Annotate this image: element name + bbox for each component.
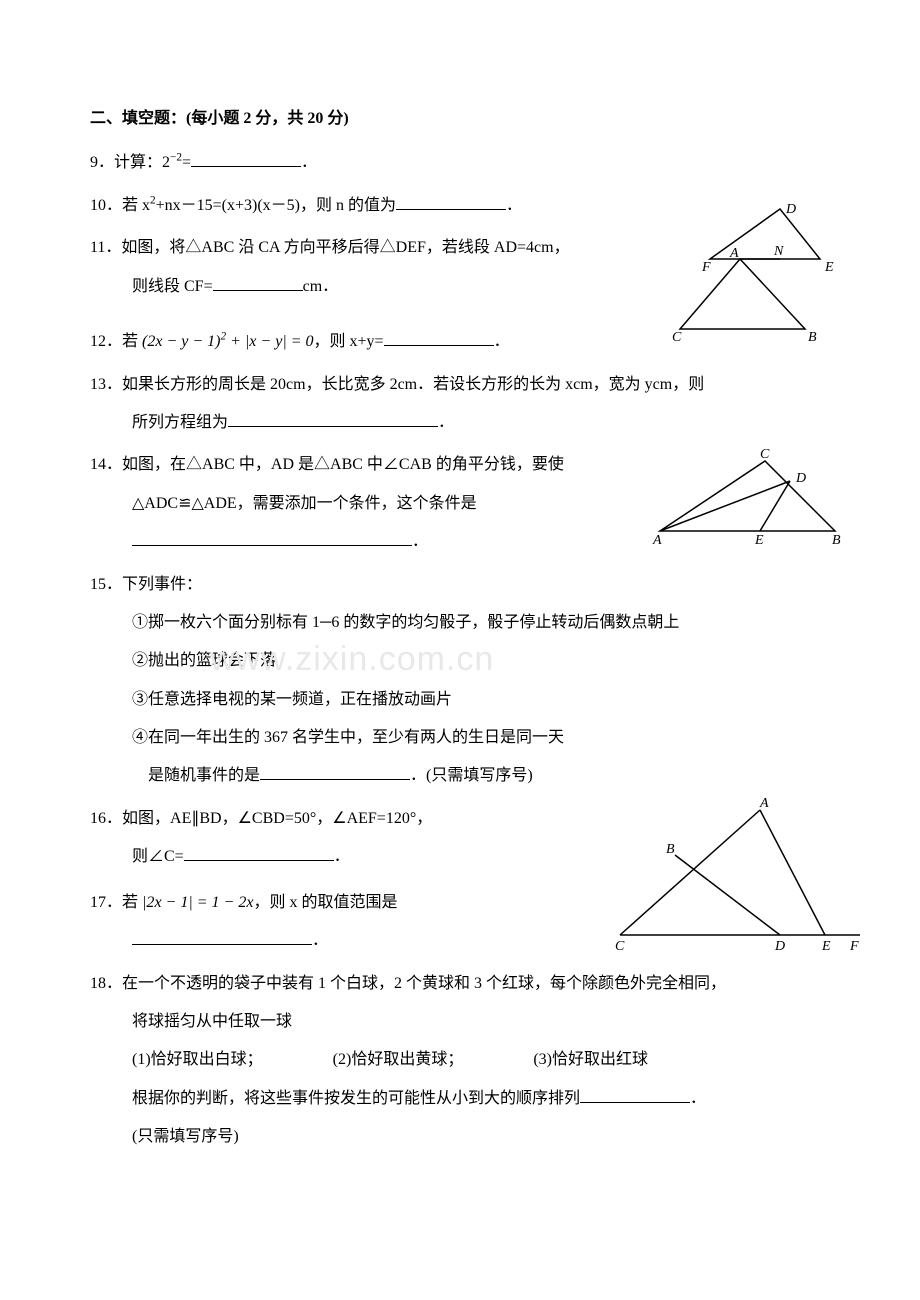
q15-num: 15． [90,576,122,593]
svg-text:D: D [795,471,806,486]
q18-s3: (3)恰好取出红球 [533,1041,648,1079]
page: 二、填空题：(每小题 2 分，共 20 分) 9．计算：2−2=． 10．若 x… [0,0,920,1221]
q16: A B C D E F 16．如图，AE∥BD，∠CBD=50°，∠AEF=12… [90,800,830,880]
q18-num: 18． [90,975,122,992]
q10-blank [396,193,506,210]
q12-text-c: ． [494,333,510,350]
q16-blank [184,844,334,861]
q16-line2a: 则∠C= [132,848,184,865]
q10-text-a: 若 x [122,197,150,214]
svg-text:B: B [666,842,675,857]
q17-blank [132,928,312,945]
svg-text:A: A [759,796,769,811]
svg-text:C: C [760,447,770,462]
q11-line2b: cm． [303,278,339,295]
q17-num: 17． [90,894,122,911]
q13: 13．如果长方形的周长是 20cm，长比宽多 2cm．若设长方形的长为 xcm，… [90,366,830,443]
q17: 17．若 |2x − 1| = 1 − 2x，则 x 的取值范围是 ． [90,884,830,961]
q18-blank [580,1086,690,1103]
svg-text:D: D [785,202,796,217]
svg-text:N: N [773,244,784,259]
q18-foot-b: ． [690,1090,706,1107]
svg-text:E: E [824,260,834,275]
q16-line2b: ． [334,848,350,865]
svg-text:F: F [701,260,711,275]
q9-text-b: = [182,154,191,171]
q10-num: 10． [90,197,122,214]
q15-e1: ①掷一枚六个面分别标有 1─6 的数字的均匀骰子，骰子停止转动后偶数点朝上 [132,614,679,631]
q12: 12．若 (2x − y − 1)2 + |x − y| = 0，则 x+y= ． [90,323,830,361]
svg-text:B: B [832,533,841,546]
q13-line1: 如果长方形的周长是 20cm，长比宽多 2cm．若设长方形的长为 xcm，宽为 … [122,376,704,393]
q9-blank [191,150,301,167]
q15-e4: ④在同一年出生的 367 名学生中，至少有两人的生日是同一天 [132,729,564,746]
q9-text-a: 计算：2 [114,154,170,171]
q15-blank [260,763,410,780]
q15-e2: ②抛出的篮球会下落 [132,652,276,669]
q15-foot-b: ．(只需填写序号) [410,767,533,784]
q13-line2a: 所列方程组为 [132,414,228,431]
q13-num: 13． [90,376,122,393]
q17-text-b: ，则 x 的取值范围是 [253,894,397,911]
q12-formula: (2x − y − 1)2 + |x − y| = 0 [142,333,313,350]
q16-line1: 如图，AE∥BD，∠CBD=50°，∠AEF=120°， [122,810,432,827]
q14-num: 14． [90,456,122,473]
q12-blank [384,329,494,346]
q14-figure: C D A E B [650,446,850,561]
q9: 9．计算：2−2=． [90,144,830,182]
svg-text:F: F [849,939,859,954]
q11-line2a: 则线段 CF= [132,278,213,295]
q18-line2: 将球摇匀从中任取一球 [132,1013,292,1030]
q14-line3b: ． [412,533,428,550]
q15-e3: ③任意选择电视的某一频道，正在播放动画片 [132,691,452,708]
q15-foot-a: 是随机事件的是 [148,767,260,784]
q13-blank [228,410,438,427]
q18: 18．在一个不透明的袋子中装有 1 个白球，2 个黄球和 3 个红球，每个除颜色… [90,965,830,1157]
q18-s2: (2)恰好取出黄球； [333,1041,464,1079]
svg-text:E: E [754,533,764,546]
q17-text-a: 若 [122,894,142,911]
svg-text:A: A [652,533,662,546]
q11: D A N F E C B 11．如图，将△ABC 沿 CA 方向平移后得△DE… [90,229,830,319]
q11-num: 11． [90,239,121,256]
q9-exp: −2 [170,152,182,164]
q14-blank [132,529,412,546]
q18-line1: 在一个不透明的袋子中装有 1 个白球，2 个黄球和 3 个红球，每个除颜色外完全… [122,975,726,992]
q12-text-b: ，则 x+y= [314,333,384,350]
q14-line2: △ADC≌△ADE，需要添加一个条件，这个条件是 [132,495,477,512]
q18-s1: (1)恰好取出白球； [132,1041,263,1079]
section-title: 二、填空题：(每小题 2 分，共 20 分) [90,100,830,138]
q15-line1: 下列事件： [122,576,202,593]
q15: 15．下列事件： ①掷一枚六个面分别标有 1─6 的数字的均匀骰子，骰子停止转动… [90,566,830,796]
q14-line1: 如图，在△ABC 中，AD 是△ABC 中∠CAB 的角平分钱，要使 [122,456,564,473]
q10-text-b: +nx－15=(x+3)(x－5)，则 n 的值为 [156,197,396,214]
q17-text-c: ． [312,932,328,949]
q18-foot2: (只需填写序号) [132,1128,239,1145]
q13-line2b: ． [438,414,454,431]
q18-foot-a: 根据你的判断，将这些事件按发生的可能性从小到大的顺序排列 [132,1090,580,1107]
q14: C D A E B 14．如图，在△ABC 中，AD 是△ABC 中∠CAB 的… [90,446,830,561]
q16-num: 16． [90,810,122,827]
q17-formula: |2x − 1| = 1 − 2x [142,894,253,911]
q10-text-c: ． [506,197,522,214]
svg-text:A: A [729,246,739,261]
q9-num: 9． [90,154,114,171]
q11-blank [213,274,303,291]
q12-text-a: 若 [122,333,142,350]
q11-line1: 如图，将△ABC 沿 CA 方向平移后得△DEF，若线段 AD=4cm， [121,239,569,256]
q12-num: 12． [90,333,122,350]
